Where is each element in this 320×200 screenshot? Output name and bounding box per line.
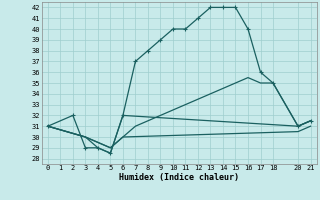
X-axis label: Humidex (Indice chaleur): Humidex (Indice chaleur) xyxy=(119,173,239,182)
